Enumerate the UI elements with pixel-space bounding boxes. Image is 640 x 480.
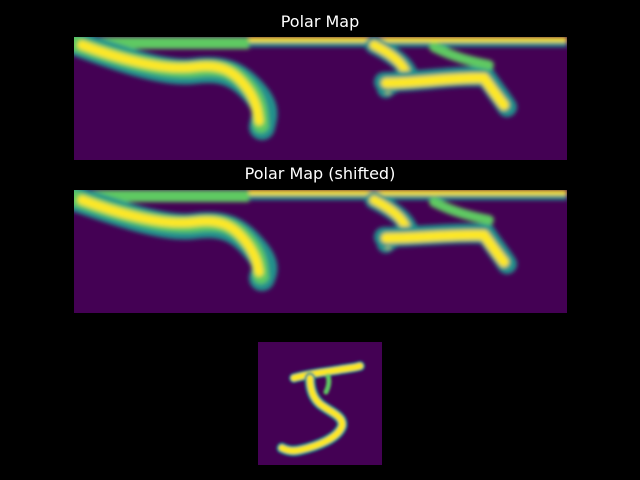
polar-map-image — [74, 37, 567, 160]
digit-image — [258, 342, 382, 465]
polar-map-shifted-image — [74, 190, 567, 313]
panel-title-polar-map: Polar Map — [280, 12, 360, 31]
panel-title-polar-map-shifted: Polar Map (shifted) — [244, 164, 396, 183]
